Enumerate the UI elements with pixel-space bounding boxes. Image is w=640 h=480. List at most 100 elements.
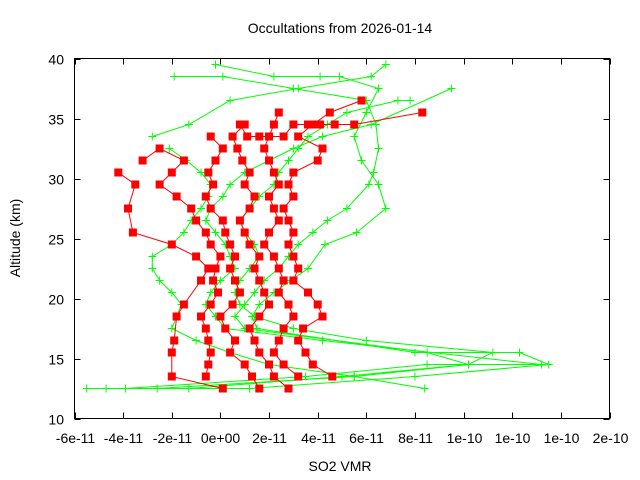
square-marker-icon xyxy=(214,288,222,297)
plus-marker-icon xyxy=(411,348,419,357)
plus-marker-icon xyxy=(245,384,254,393)
plus-marker-icon xyxy=(488,348,497,357)
plus-marker-icon xyxy=(420,384,429,393)
square-marker-icon xyxy=(155,144,164,153)
plus-marker-icon xyxy=(537,360,546,369)
x-tick-label: 1e-10 xyxy=(495,430,531,446)
square-marker-icon xyxy=(357,96,366,105)
red-profile-4 xyxy=(228,120,293,393)
series-line xyxy=(125,88,542,389)
square-marker-icon xyxy=(255,348,264,357)
square-marker-icon xyxy=(238,156,247,165)
square-marker-icon xyxy=(240,228,249,237)
x-tick-label: -4e-11 xyxy=(104,430,144,446)
plus-marker-icon xyxy=(197,204,205,213)
square-marker-icon xyxy=(235,120,244,129)
plus-marker-icon xyxy=(179,228,188,237)
plus-marker-icon xyxy=(294,240,303,249)
square-marker-icon xyxy=(260,240,269,249)
square-marker-icon xyxy=(233,144,242,153)
square-marker-icon xyxy=(167,348,176,357)
plus-marker-icon xyxy=(235,300,244,309)
x-tick-label: -2e-11 xyxy=(153,430,193,446)
series-line xyxy=(106,76,469,389)
plus-marker-icon xyxy=(184,120,193,129)
square-marker-icon xyxy=(231,336,239,345)
square-marker-icon xyxy=(206,240,215,249)
square-marker-icon xyxy=(294,336,303,345)
square-marker-icon xyxy=(265,228,273,237)
square-marker-icon xyxy=(255,384,264,393)
square-marker-icon xyxy=(211,156,220,165)
plus-marker-icon xyxy=(284,156,293,165)
square-marker-icon xyxy=(206,348,215,357)
y-tick-label: 30 xyxy=(48,172,64,188)
y-axis-label: Altitude (km) xyxy=(7,199,23,278)
square-marker-icon xyxy=(289,120,298,129)
plus-marker-icon xyxy=(350,372,359,381)
square-marker-icon xyxy=(350,120,359,129)
plus-marker-icon xyxy=(447,84,456,93)
plus-marker-icon xyxy=(374,144,383,153)
y-tick-label: 35 xyxy=(48,112,64,128)
square-marker-icon xyxy=(167,240,176,249)
series-line xyxy=(157,100,495,389)
square-marker-icon xyxy=(170,336,179,345)
square-marker-icon xyxy=(228,132,237,141)
plus-marker-icon xyxy=(544,360,553,369)
plus-marker-icon xyxy=(231,312,239,321)
square-marker-icon xyxy=(128,228,137,237)
square-marker-icon xyxy=(179,300,188,309)
plus-marker-icon xyxy=(364,180,373,189)
square-marker-icon xyxy=(206,132,215,141)
square-marker-icon xyxy=(204,336,213,345)
square-marker-icon xyxy=(240,180,249,189)
square-marker-icon xyxy=(269,348,278,357)
square-marker-icon xyxy=(279,360,288,369)
x-tick-label: 0e+00 xyxy=(201,430,241,446)
x-tick-label: 1e-10 xyxy=(544,430,580,446)
plus-marker-icon xyxy=(201,216,210,225)
plus-marker-icon xyxy=(318,132,327,141)
plus-marker-icon xyxy=(423,360,432,369)
plus-marker-icon xyxy=(304,132,312,141)
square-marker-icon xyxy=(204,360,213,369)
square-marker-icon xyxy=(294,132,303,141)
square-marker-icon xyxy=(206,300,215,309)
square-marker-icon xyxy=(131,180,140,189)
square-marker-icon xyxy=(299,324,308,333)
square-marker-icon xyxy=(279,132,288,141)
plus-marker-icon xyxy=(197,168,205,177)
plus-marker-icon xyxy=(362,336,371,345)
square-marker-icon xyxy=(304,120,312,129)
plus-marker-icon xyxy=(352,228,361,237)
x-tick-label: 4e-11 xyxy=(301,430,336,446)
green-profile-2 xyxy=(82,60,553,393)
plus-marker-icon xyxy=(155,276,164,285)
square-marker-icon xyxy=(274,216,283,225)
plus-marker-icon xyxy=(211,60,220,69)
plus-marker-icon xyxy=(289,324,298,333)
green-profile-1 xyxy=(102,72,473,393)
plus-marker-icon xyxy=(304,264,312,273)
square-marker-icon xyxy=(209,276,218,285)
plus-marker-icon xyxy=(294,84,303,93)
plus-marker-icon xyxy=(218,192,227,201)
square-marker-icon xyxy=(318,312,327,321)
plus-marker-icon xyxy=(255,300,264,309)
square-marker-icon xyxy=(248,372,256,381)
y-axis: 10 15 20 25 30 35 40 xyxy=(48,52,610,428)
plus-marker-icon xyxy=(362,108,371,117)
square-marker-icon xyxy=(274,264,283,273)
square-marker-icon xyxy=(172,192,181,201)
red-profile-2 xyxy=(138,144,225,381)
square-marker-icon xyxy=(250,264,259,273)
square-marker-icon xyxy=(318,144,327,153)
plus-marker-icon xyxy=(82,384,91,393)
square-marker-icon xyxy=(206,204,215,213)
square-marker-icon xyxy=(231,252,239,261)
plus-marker-icon xyxy=(148,252,157,261)
square-marker-icon xyxy=(201,324,210,333)
square-marker-icon xyxy=(265,300,273,309)
